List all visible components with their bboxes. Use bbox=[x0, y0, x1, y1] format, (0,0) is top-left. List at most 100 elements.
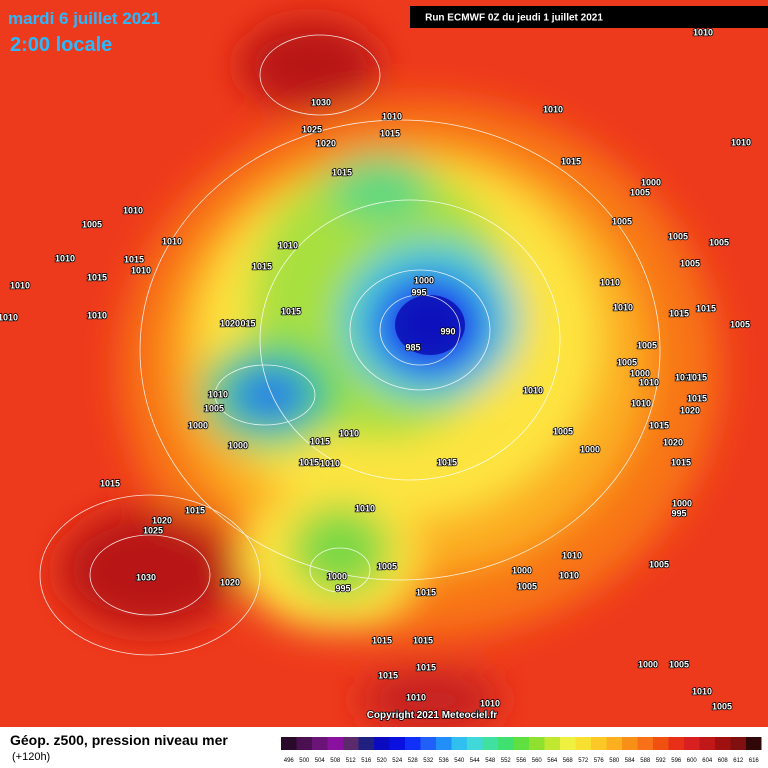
legend-swatch bbox=[420, 737, 436, 750]
legend-value: 500 bbox=[299, 758, 310, 764]
isobar-label: 1005 bbox=[709, 237, 729, 247]
isobar-label: 995 bbox=[335, 583, 350, 593]
isobar-label: 1015 bbox=[124, 254, 144, 264]
legend-swatch bbox=[498, 737, 514, 750]
isobar-label: 1005 bbox=[82, 219, 102, 229]
isobar-label: 1015 bbox=[281, 306, 301, 316]
isobar-label: 1010 bbox=[631, 398, 651, 408]
isobar-label: 1020 bbox=[316, 138, 336, 148]
isobar-label: 1020 bbox=[680, 405, 700, 415]
legend-swatch bbox=[529, 737, 545, 750]
isobar-label: 995 bbox=[671, 508, 686, 518]
isobar-label: 1015 bbox=[185, 505, 205, 515]
legend-value: 496 bbox=[284, 758, 295, 764]
isobar-label: 1005 bbox=[617, 357, 637, 367]
legend-swatch bbox=[374, 737, 390, 750]
isobar-label: 1010 bbox=[523, 385, 543, 395]
isobar-label: 1015 bbox=[378, 670, 398, 680]
isobar-label: 1030 bbox=[311, 97, 331, 107]
legend-swatch bbox=[436, 737, 452, 750]
legend-value: 584 bbox=[625, 758, 636, 764]
isobar-label: 1000 bbox=[228, 440, 248, 450]
legend-value: 604 bbox=[702, 758, 713, 764]
isobar-label: 1005 bbox=[712, 701, 732, 711]
isobar-label: 1020 bbox=[220, 577, 240, 587]
isobar-label: 1025 bbox=[143, 525, 163, 535]
isobar-label: 1005 bbox=[637, 340, 657, 350]
legend-value: 588 bbox=[640, 758, 651, 764]
legend-swatch bbox=[405, 737, 421, 750]
isobar-label: 1010 bbox=[10, 280, 30, 290]
isobar-label: 1025 bbox=[302, 124, 322, 134]
legend-value: 548 bbox=[485, 758, 496, 764]
isobar-label: 1010 bbox=[208, 389, 228, 399]
isobar-label: 1005 bbox=[377, 561, 397, 571]
isobar-label: 1015 bbox=[696, 303, 716, 313]
isobar-label: 1000 bbox=[327, 571, 347, 581]
isobar-label: 1010 bbox=[692, 686, 712, 696]
date: mardi 6 juillet 2021 bbox=[8, 9, 160, 28]
isobar-label: 1010 bbox=[639, 377, 659, 387]
legend-value: 596 bbox=[671, 758, 682, 764]
legend-swatch bbox=[312, 737, 328, 750]
legend-value: 524 bbox=[392, 758, 403, 764]
isobar-label: 1020 bbox=[220, 318, 240, 328]
isobar-label: 1010 bbox=[123, 205, 143, 215]
legend-value: 512 bbox=[346, 758, 357, 764]
isobar-label: 1000 bbox=[188, 420, 208, 430]
isobar-label: 1005 bbox=[517, 581, 537, 591]
isobar-label: 1010 bbox=[562, 550, 582, 560]
legend-swatch bbox=[467, 737, 483, 750]
legend-value: 508 bbox=[330, 758, 341, 764]
isobar-label: 1005 bbox=[680, 258, 700, 268]
legend-value: 528 bbox=[408, 758, 419, 764]
isobar-label: 1010 bbox=[613, 302, 633, 312]
isobar-label: 1010 bbox=[731, 137, 751, 147]
isobar-label: 1015 bbox=[416, 587, 436, 597]
legend-value: 560 bbox=[532, 758, 543, 764]
isobar-label: 1015 bbox=[437, 457, 457, 467]
isobar-label: 1010 bbox=[480, 698, 500, 708]
isobar-label: 1005 bbox=[649, 559, 669, 569]
legend-value: 516 bbox=[361, 758, 372, 764]
isobar-label: 1000 bbox=[580, 444, 600, 454]
legend-swatch bbox=[730, 737, 746, 750]
legend-value: 504 bbox=[315, 758, 326, 764]
isobar-label: 985 bbox=[405, 342, 420, 352]
isobar-label: 1000 bbox=[638, 659, 658, 669]
isobar-label: 1010 bbox=[675, 372, 695, 382]
legend-swatch bbox=[513, 737, 529, 750]
isobar-label: 1010 bbox=[0, 312, 18, 322]
legend-swatch bbox=[560, 737, 576, 750]
isobar-label: 1015 bbox=[332, 167, 352, 177]
isobar-label: 1015 bbox=[413, 635, 433, 645]
isobar-label: 1020 bbox=[663, 437, 683, 447]
field bbox=[0, 0, 768, 727]
legend-value: 576 bbox=[594, 758, 605, 764]
legend-swatch bbox=[544, 737, 560, 750]
isobar-label: 1005 bbox=[669, 659, 689, 669]
legend-swatch bbox=[575, 737, 591, 750]
isobar-label: 1015 bbox=[87, 272, 107, 282]
isobar-label: 1005 bbox=[730, 319, 750, 329]
legend-value: 540 bbox=[454, 758, 465, 764]
isobar-label: 1010 bbox=[559, 570, 579, 580]
legend-swatch bbox=[389, 737, 405, 750]
isobar-label: 1010 bbox=[55, 253, 75, 263]
lead-time: (+120h) bbox=[12, 751, 50, 763]
legend-swatch bbox=[622, 737, 638, 750]
isobar-label: 1010 bbox=[693, 27, 713, 37]
isobar-label: 1010 bbox=[543, 104, 563, 114]
isobar-label: 1010 bbox=[600, 277, 620, 287]
legend-title: Géop. z500, pression niveau mer bbox=[10, 732, 228, 748]
isobar-label: 1015 bbox=[669, 308, 689, 318]
legend-value: 612 bbox=[733, 758, 744, 764]
legend-value: 580 bbox=[609, 758, 620, 764]
isobar-label: 1010 bbox=[406, 692, 426, 702]
legend-swatch bbox=[343, 737, 359, 750]
legend-value: 564 bbox=[547, 758, 558, 764]
isobar-label: 1015 bbox=[561, 156, 581, 166]
isobar-label: 1010 bbox=[131, 265, 151, 275]
isobar-label: 1010 bbox=[278, 240, 298, 250]
